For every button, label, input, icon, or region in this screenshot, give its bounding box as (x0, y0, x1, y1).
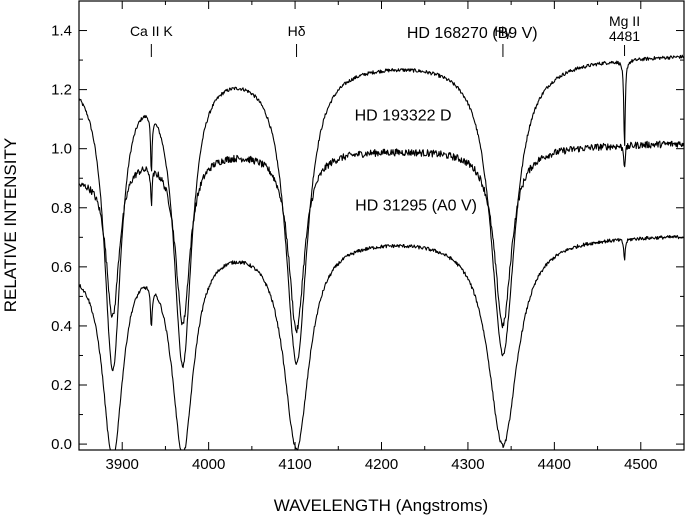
x-axis-title: WAVELENGTH (Angstroms) (274, 496, 488, 515)
x-tick-label: 4400 (538, 456, 571, 473)
y-tick-label: 0.0 (51, 436, 72, 453)
line-marker-label: Hγ (494, 23, 511, 39)
ticks-layer: 3900 4000 4100 4200 4300 4400 4500 0.0 0.2 0.4 0.6… (51, 0, 685, 473)
x-tick-label: 4100 (278, 456, 311, 473)
y-tick-label: 0.4 (51, 318, 72, 335)
x-tick-label: 4500 (624, 456, 657, 473)
series-label: HD 31295 (A0 V) (355, 198, 477, 215)
plot-frame (78, 0, 685, 451)
y-tick-label: 1.4 (51, 23, 72, 40)
y-tick-label: 1.0 (51, 141, 72, 158)
y-tick-label: 1.2 (51, 82, 72, 99)
spectrum-line (78, 54, 685, 372)
y-tick-label: 0.6 (51, 259, 72, 276)
spectrum-line (78, 234, 685, 451)
line-marker-label: 4481 (609, 28, 640, 44)
x-tick-label: 3900 (106, 456, 139, 473)
y-tick-label: 0.2 (51, 377, 72, 394)
line-marker-label: Hδ (288, 23, 306, 39)
x-tick-label: 4300 (451, 456, 484, 473)
y-axis-title: RELATIVE INTENSITY (1, 138, 20, 312)
spectrum-line (78, 140, 685, 334)
series-labels-layer: HD 168270 (B9 V) HD 193322 D HD 31295 (A0 … (355, 25, 538, 215)
x-tick-label: 4000 (192, 456, 225, 473)
line-marker-label: Ca II K (130, 23, 173, 39)
line-marker-label: Mg II (609, 13, 640, 29)
y-tick-label: 0.8 (51, 200, 72, 217)
series-label: HD 193322 D (355, 108, 452, 125)
series-label: HD 168270 (B9 V) (407, 25, 538, 42)
spectra-layer (78, 54, 685, 451)
x-tick-label: 4200 (365, 456, 398, 473)
